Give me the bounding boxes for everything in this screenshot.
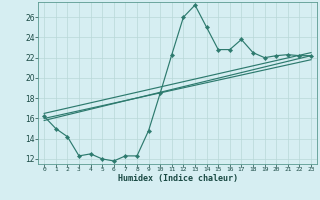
X-axis label: Humidex (Indice chaleur): Humidex (Indice chaleur) — [118, 174, 238, 183]
